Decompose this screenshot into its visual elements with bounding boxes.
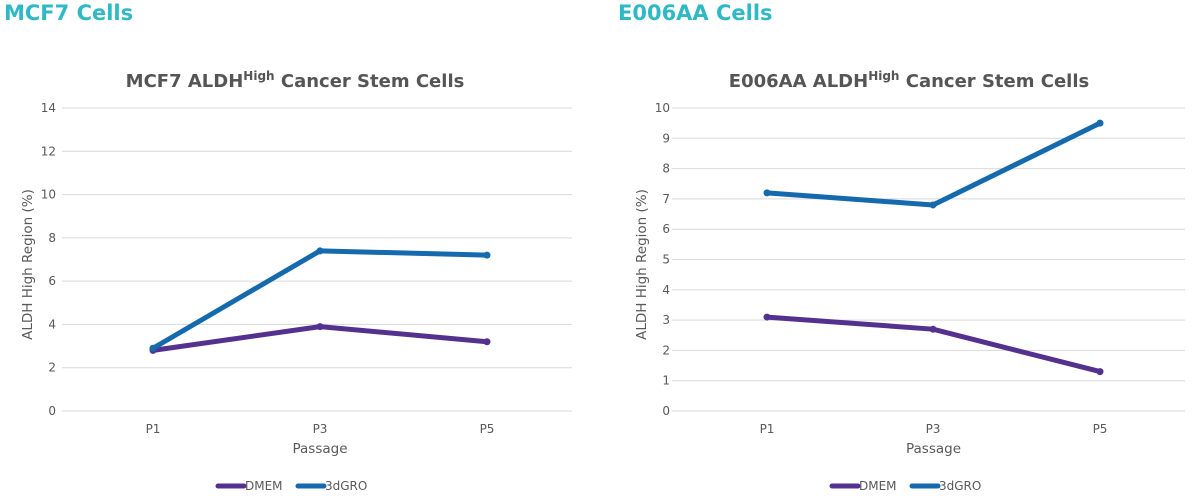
legend-label: DMEM: [245, 479, 283, 493]
y-tick-label: 4: [48, 317, 56, 331]
y-tick-label: 2: [662, 343, 670, 357]
y-tick-label: 6: [48, 274, 56, 288]
mcf7-heading: MCF7 Cells: [4, 1, 134, 25]
y-tick-label: 14: [41, 101, 56, 115]
title-main: MCF7 ALDH: [126, 71, 244, 92]
data-point-3dGRO: [929, 201, 937, 209]
y-tick-label: 10: [41, 188, 56, 202]
y-tick-label: 10: [655, 101, 670, 115]
data-point-3dGRO: [483, 251, 491, 259]
y-tick-label: 2: [48, 361, 56, 375]
chart-1: E006AA ALDHHigh Cancer Stem Cells 0 1 2 3 4 5 6…: [634, 69, 1185, 493]
data-point-DMEM: [316, 323, 324, 331]
x-tick-label: P5: [480, 422, 495, 436]
data-point-3dGRO: [1096, 119, 1104, 127]
series-line-3dGRO: [150, 248, 490, 351]
x-axis-label: Passage: [292, 441, 347, 457]
y-tick-label: 5: [662, 253, 670, 267]
title-superscript: High: [243, 69, 274, 83]
x-tick-label: P3: [313, 422, 328, 436]
x-tick-label: P1: [146, 422, 161, 436]
y-axis-label: ALDH High Region (%): [634, 189, 650, 340]
data-point-3dGRO: [316, 247, 324, 255]
y-tick-label: 6: [662, 222, 670, 236]
x-tick-label: P1: [760, 422, 775, 436]
x-tick-label: P3: [926, 422, 941, 436]
data-point-DMEM: [929, 325, 937, 333]
legend-label: 3dGRO: [325, 479, 367, 493]
series-line-3dGRO: [764, 120, 1103, 208]
data-point-3dGRO: [763, 189, 771, 197]
legend-label: DMEM: [859, 479, 897, 493]
y-tick-label: 0: [48, 404, 56, 418]
x-tick-label: P5: [1093, 422, 1108, 436]
series-line-DMEM: [150, 324, 490, 353]
data-point-DMEM: [763, 313, 771, 321]
title-rest: Cancer Stem Cells: [275, 71, 465, 92]
title-superscript: High: [868, 69, 899, 83]
data-point-DMEM: [1096, 368, 1104, 376]
series-line-DMEM: [764, 314, 1103, 375]
e006aa-heading: E006AA Cells: [618, 1, 773, 25]
y-tick-label: 0: [662, 404, 670, 418]
chart-title: MCF7 ALDHHigh Cancer Stem Cells: [126, 69, 465, 92]
y-tick-label: 7: [662, 192, 670, 206]
y-tick-label: 9: [662, 131, 670, 145]
chart-0: MCF7 ALDHHigh Cancer Stem Cells 0 2 4 6 8 10 12…: [20, 69, 572, 493]
y-tick-label: 12: [41, 144, 56, 158]
chart-title: E006AA ALDHHigh Cancer Stem Cells: [729, 69, 1089, 92]
data-point-DMEM: [483, 338, 491, 346]
title-rest: Cancer Stem Cells: [899, 71, 1089, 92]
x-axis-label: Passage: [906, 441, 961, 457]
y-tick-label: 4: [662, 283, 670, 297]
data-point-3dGRO: [149, 344, 157, 352]
title-main: E006AA ALDH: [729, 71, 868, 92]
y-tick-label: 8: [662, 162, 670, 176]
legend-label: 3dGRO: [939, 479, 981, 493]
y-axis-label: ALDH High Region (%): [20, 189, 36, 340]
y-tick-label: 1: [662, 374, 670, 388]
y-tick-label: 8: [48, 231, 56, 245]
y-tick-label: 3: [662, 313, 670, 327]
